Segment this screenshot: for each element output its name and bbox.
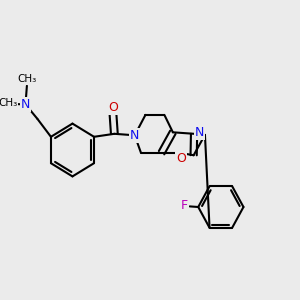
Text: N: N — [195, 126, 204, 139]
Text: O: O — [176, 152, 186, 165]
Text: N: N — [130, 129, 140, 142]
Text: F: F — [181, 199, 188, 212]
Text: N: N — [21, 98, 30, 111]
Text: CH₃: CH₃ — [0, 98, 18, 108]
Text: O: O — [108, 101, 118, 114]
Text: CH₃: CH₃ — [17, 74, 37, 84]
